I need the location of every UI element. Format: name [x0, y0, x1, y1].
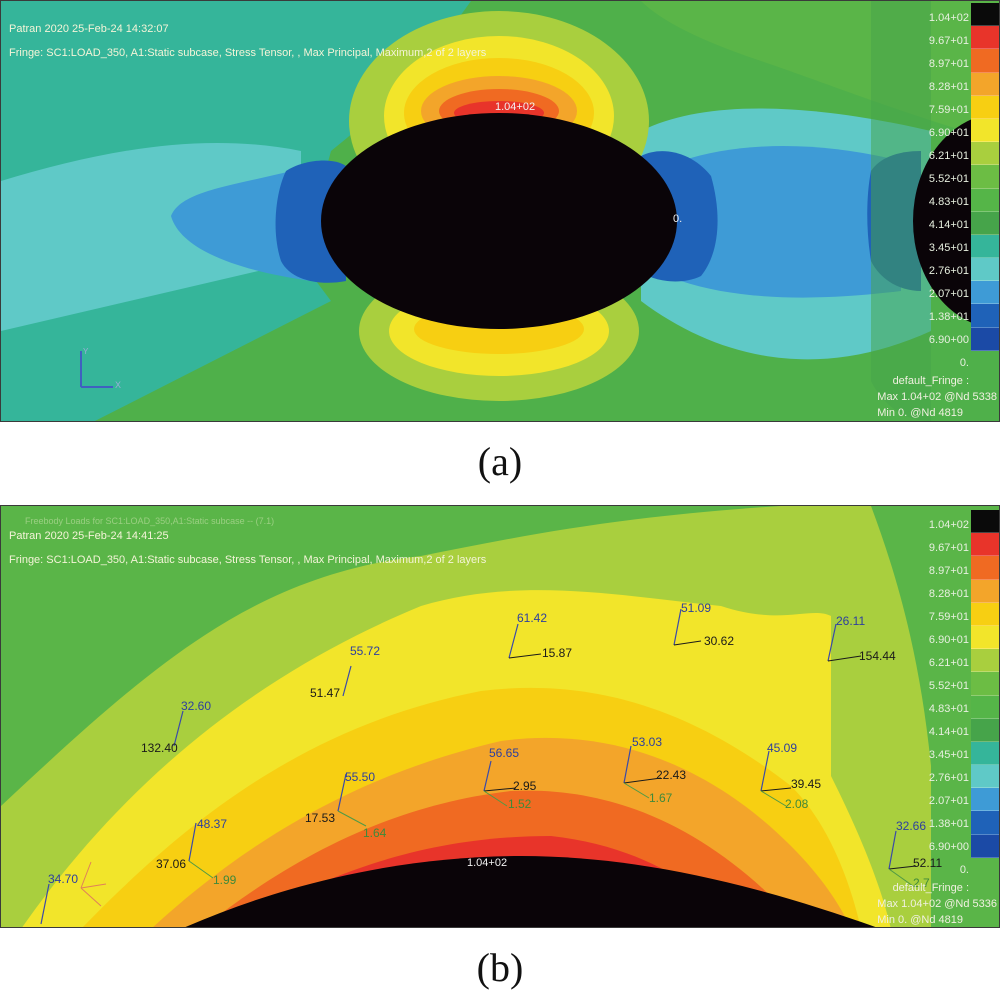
legend-label: 6.90+00	[928, 334, 969, 346]
freebody-value: 2.95	[513, 779, 537, 793]
freebody-value: 1.67	[649, 791, 673, 805]
legend-label: 8.28+01	[928, 588, 969, 600]
legend-label: 4.83+01	[928, 703, 969, 715]
fringe-plot-panel-a: Patran 2020 25-Feb-24 14:32:07 Fringe: S…	[0, 0, 1000, 422]
freebody-value: 17.53	[305, 811, 336, 825]
legend-label: 4.83+01	[928, 196, 969, 208]
legend-label: 8.28+01	[928, 81, 969, 93]
freebody-value: 32.60	[181, 699, 212, 713]
freebody-value: 132.40	[141, 741, 178, 755]
freebody-value: 55.72	[350, 644, 381, 658]
header-title-a: Patran 2020 25-Feb-24 14:32:07	[9, 23, 169, 35]
legend-color-bar	[971, 510, 999, 858]
legend-label: 2.76+01	[928, 772, 969, 784]
freebody-value: 37.06	[156, 857, 187, 871]
min-marker-a: 0.	[673, 213, 683, 225]
legend-label: 1.04+02	[928, 519, 969, 531]
legend-label: 1.38+01	[928, 818, 969, 830]
freebody-value: 48.37	[197, 817, 228, 831]
legend-label: 8.97+01	[928, 58, 969, 70]
fringe-legend-a: 1.04+02 9.67+01 8.97+01 8.28+01 7.59+01 …	[919, 3, 999, 373]
freebody-value: 51.47	[310, 686, 341, 700]
freebody-value: 56.65	[489, 746, 520, 760]
fringe-info-min-b: Min 0. @Nd 4819	[877, 914, 963, 926]
freebody-value: 15.87	[542, 646, 573, 660]
axis-y-label-a: Y	[83, 347, 89, 356]
freebody-value: 1.64	[363, 826, 387, 840]
freebody-value: 1.99	[213, 873, 237, 887]
legend-label: 0.	[959, 864, 969, 876]
freebody-value: 34.70	[48, 872, 79, 886]
legend-label: 2.76+01	[928, 265, 969, 277]
fringe-info-max-b: Max 1.04+02 @Nd 5336	[877, 898, 997, 910]
fringe-plot-panel-b: Freebody Loads for SC1:LOAD_350,A1:Stati…	[0, 505, 1000, 928]
legend-label: 1.04+02	[928, 12, 969, 24]
freebody-value: 53.03	[632, 735, 663, 749]
freebody-value: 55.50	[345, 770, 376, 784]
legend-label: 1.38+01	[928, 311, 969, 323]
freebody-value: 52.11	[913, 856, 943, 870]
max-marker-a: 1.04+02	[495, 101, 536, 113]
freebody-value: 2.7	[913, 876, 930, 890]
freebody-value: 1.52	[508, 797, 532, 811]
legend-label: 9.67+01	[928, 35, 969, 47]
freebody-value: 45.09	[767, 741, 798, 755]
legend-label: 2.07+01	[928, 795, 969, 807]
caption-b: (b)	[476, 945, 524, 990]
legend-label: 3.45+01	[928, 242, 969, 254]
freebody-value: 30.62	[704, 634, 735, 648]
fringe-info-max-a: Max 1.04+02 @Nd 5338	[877, 391, 997, 403]
axis-x-label-a: X	[115, 380, 122, 390]
stress-contour-field-a	[1, 1, 999, 421]
legend-label: 4.14+01	[928, 219, 969, 231]
header-fringe-a: Fringe: SC1:LOAD_350, A1:Static subcase,…	[9, 47, 487, 59]
fringe-info-title-b: default_Fringe :	[892, 882, 969, 894]
max-marker-b: 1.04+02	[467, 857, 508, 869]
freebody-value: 51.09	[681, 601, 712, 615]
legend-label: 8.97+01	[928, 565, 969, 577]
fringe-info-min-a: Min 0. @Nd 4819	[877, 407, 963, 419]
legend-label: 4.14+01	[928, 726, 969, 738]
freebody-value: 61.42	[517, 611, 548, 625]
stress-contour-field-b	[1, 506, 999, 927]
freebody-title-b: Freebody Loads for SC1:LOAD_350,A1:Stati…	[25, 516, 275, 526]
legend-label: 0.	[959, 357, 969, 369]
legend-color-bar	[971, 3, 999, 351]
legend-label: 6.21+01	[928, 657, 969, 669]
legend-label: 6.90+00	[928, 841, 969, 853]
freebody-value: 2.08	[785, 797, 809, 811]
freebody-value: 154.44	[859, 649, 896, 663]
legend-label: 5.52+01	[928, 173, 969, 185]
legend-label: 3.45+01	[928, 749, 969, 761]
legend-label: 9.67+01	[928, 542, 969, 554]
freebody-value: 22.43	[656, 768, 687, 782]
caption-a: (a)	[477, 439, 523, 484]
fringe-legend-b: 1.04+02 9.67+01 8.97+01 8.28+01 7.59+01 …	[919, 510, 999, 880]
legend-label: 6.90+01	[928, 634, 969, 646]
legend-label: 5.52+01	[928, 680, 969, 692]
freebody-value: 32.66	[896, 819, 927, 833]
legend-label: 6.21+01	[928, 150, 969, 162]
legend-label: 7.59+01	[928, 611, 969, 623]
freebody-value: 39.45	[791, 777, 822, 791]
legend-label: 2.07+01	[928, 288, 969, 300]
legend-label: 7.59+01	[928, 104, 969, 116]
freebody-value: 26.11	[836, 614, 866, 628]
header-fringe-b: Fringe: SC1:LOAD_350, A1:Static subcase,…	[9, 554, 487, 566]
legend-label: 6.90+01	[928, 127, 969, 139]
fringe-info-title-a: default_Fringe :	[892, 375, 969, 387]
header-title-b: Patran 2020 25-Feb-24 14:41:25	[9, 530, 169, 542]
